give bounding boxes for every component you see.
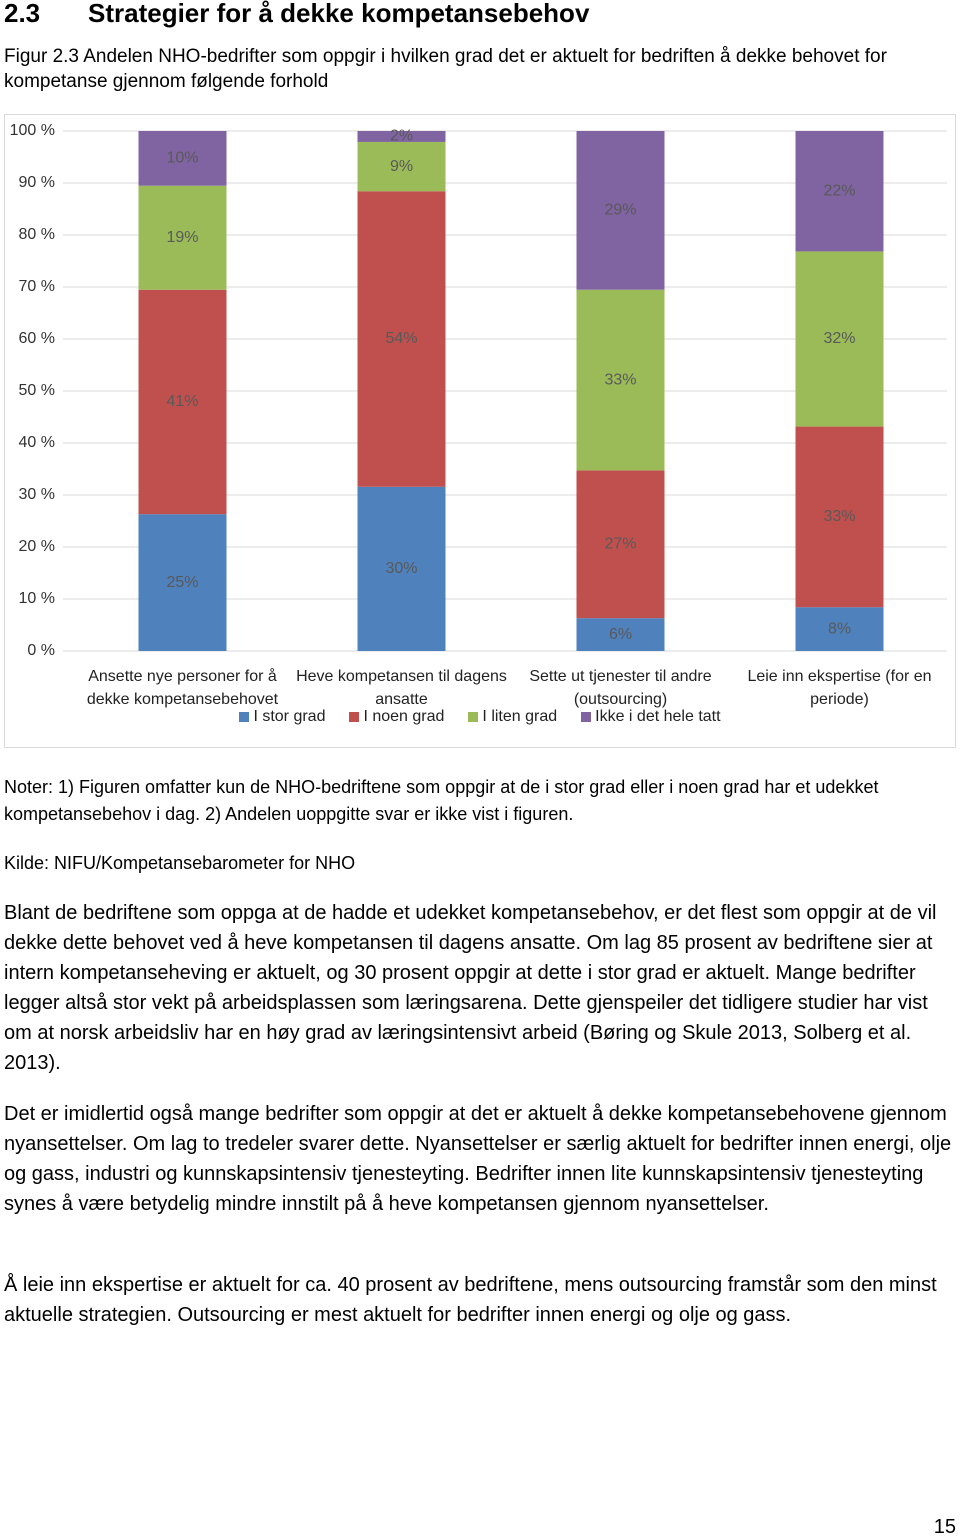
y-tick-label: 80 % — [19, 226, 55, 243]
legend-swatch — [349, 712, 360, 722]
legend-swatch — [581, 712, 592, 722]
paragraph: Det er imidlertid også mange bedrifter s… — [4, 1103, 952, 1215]
data-label: 41% — [166, 393, 198, 410]
bar-segment — [795, 251, 884, 427]
y-tick-label: 40 % — [19, 434, 55, 451]
data-label: 33% — [604, 371, 636, 388]
data-label: 29% — [604, 202, 636, 219]
data-label: 6% — [609, 626, 632, 643]
bar-segment — [357, 486, 446, 651]
legend-item: Ikke i det hele tatt — [581, 708, 721, 726]
data-label: 54% — [385, 330, 417, 347]
bar-segment — [576, 470, 665, 619]
legend-label: I liten grad — [482, 708, 558, 725]
x-tick-label: Sette ut tjenester til andre (outsourcin… — [529, 668, 712, 708]
data-label: 19% — [166, 229, 198, 246]
legend-swatch — [239, 712, 250, 722]
bar-segment — [138, 185, 227, 290]
legend-label: I stor grad — [253, 708, 326, 725]
data-label: 10% — [166, 150, 198, 167]
legend-item: I liten grad — [468, 708, 557, 726]
y-tick-label: 20 % — [19, 538, 55, 555]
paragraph: Å leie inn ekspertise er aktuelt for ca.… — [4, 1274, 937, 1326]
bar-segment — [576, 289, 665, 471]
bar-segment — [795, 426, 884, 608]
paragraph: Blant de bedriftene som oppga at de hadd… — [4, 902, 937, 1074]
figure-notes: Noter: 1) Figuren omfatter kun de NHO-be… — [4, 777, 879, 824]
data-label: 25% — [166, 574, 198, 591]
data-label: 8% — [828, 620, 851, 637]
bar-segment — [795, 607, 884, 651]
y-tick-label: 60 % — [19, 330, 55, 347]
bar-segment — [357, 131, 446, 142]
bar-segment — [138, 131, 227, 186]
y-tick-label: 70 % — [19, 278, 55, 295]
x-tick-label: Ansette nye personer for å dekke kompeta… — [86, 668, 279, 708]
legend: I stor grad I noen grad I liten grad Ikke i… — [5, 708, 955, 726]
y-tick-label: 10 % — [19, 590, 55, 607]
data-label: 32% — [823, 330, 855, 347]
chart: 0 % 10 % 20 % 30 % 40 % 50 % 60 % 70 % 80 % 90 % 1… — [4, 114, 956, 748]
data-label: 22% — [823, 182, 855, 199]
bar-segment — [357, 141, 446, 192]
legend-label: Ikke i det hele tatt — [595, 708, 721, 725]
legend-label: I noen grad — [363, 708, 445, 725]
section-number: 2.3 — [4, 0, 41, 28]
bar-segment — [138, 289, 227, 515]
bar-segment — [795, 131, 884, 252]
y-tick-label: 100 % — [10, 122, 55, 139]
bar-segment — [576, 618, 665, 651]
y-tick-label: 90 % — [19, 174, 55, 191]
figure-source: Kilde: NIFU/Kompetansebarometer for NHO — [4, 853, 356, 873]
y-tick-label: 30 % — [19, 486, 55, 503]
data-label: 33% — [823, 508, 855, 525]
legend-swatch — [468, 712, 479, 722]
y-tick-label: 50 % — [19, 382, 55, 399]
data-label: 30% — [385, 560, 417, 577]
section-heading: 2.3 Strategier for å dekke kompetansebeho… — [4, 0, 589, 29]
x-tick-label: Heve kompetansen til dagens ansatte — [296, 668, 507, 708]
bar-segment — [138, 514, 227, 651]
y-tick-label: 0 % — [27, 642, 55, 659]
figure-caption: Figur 2.3 Andelen NHO-bedrifter som oppg… — [4, 46, 887, 92]
data-label: 9% — [390, 158, 413, 175]
bar-segment — [576, 131, 665, 290]
bar-segment — [357, 191, 446, 487]
section-title: Strategier for å dekke kompetansebehov — [88, 0, 590, 28]
page-number: 15 — [933, 1516, 956, 1538]
data-label: 2% — [390, 128, 413, 145]
data-label: 27% — [604, 535, 636, 552]
legend-item: I stor grad — [239, 708, 325, 726]
legend-item: I noen grad — [349, 708, 444, 726]
chart-plot: 0 % 10 % 20 % 30 % 40 % 50 % 60 % 70 % 80 % 90 % 1… — [10, 122, 947, 659]
x-tick-label: Leie inn ekspertise (for en periode) — [747, 668, 932, 708]
